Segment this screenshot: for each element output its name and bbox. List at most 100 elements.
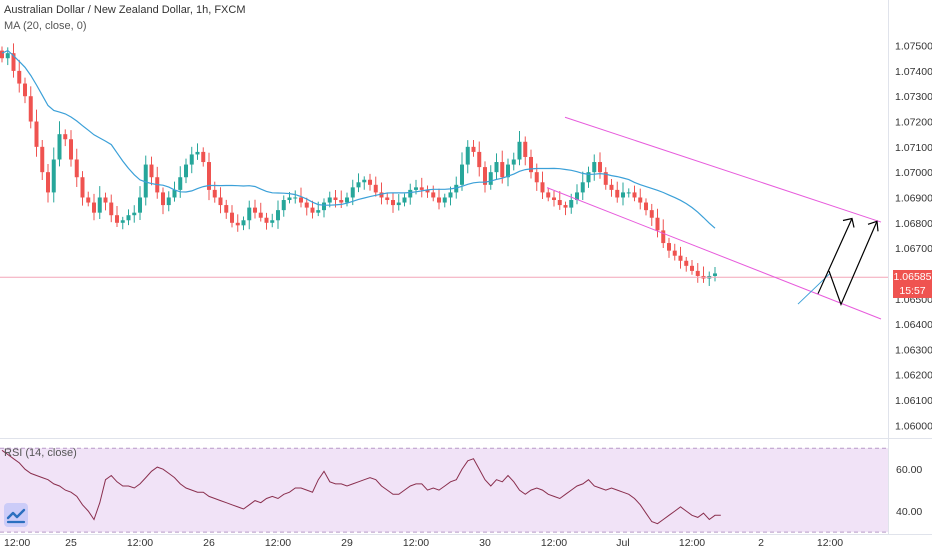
time-tick-label: 12:00 <box>403 537 429 549</box>
candle-body <box>488 172 493 185</box>
candle-body <box>621 192 625 198</box>
candle-body <box>74 159 79 178</box>
candle-body <box>465 146 470 165</box>
candle-body <box>379 192 384 198</box>
candle-body <box>644 202 648 211</box>
candle-body <box>287 197 292 201</box>
tradingview-logo-icon[interactable] <box>4 503 28 527</box>
candle-body <box>437 197 441 203</box>
candle-body <box>69 139 73 160</box>
candle-body <box>241 220 246 226</box>
candle-body <box>695 270 700 276</box>
candle-body <box>0 50 4 59</box>
candle-body <box>212 189 217 198</box>
candle-body <box>442 197 447 203</box>
candle-body <box>569 200 574 208</box>
candle-body <box>529 156 533 173</box>
candle-body <box>149 164 154 178</box>
candle-body <box>28 96 33 122</box>
candle-body <box>339 200 344 203</box>
price-tick-label: 1.06100 <box>895 395 932 407</box>
time-tick-label: Jul <box>616 537 629 549</box>
time-tick-label: 12:00 <box>265 537 291 549</box>
candle-body <box>201 151 206 163</box>
candle-body <box>5 53 10 59</box>
time-tick-label: 12:00 <box>679 537 705 549</box>
candle-body <box>684 260 689 266</box>
candle-body <box>17 70 22 84</box>
candle-body <box>517 141 522 160</box>
candle-body <box>322 202 326 211</box>
channel-lower-line <box>546 187 882 320</box>
rsi-band <box>0 448 888 533</box>
candle-body <box>534 172 539 183</box>
candle-body <box>333 197 338 201</box>
price-tick-label: 1.06700 <box>895 243 932 255</box>
candle-body <box>345 197 349 203</box>
projection-arrow-line <box>817 218 853 294</box>
price-tick-label: 1.06900 <box>895 192 932 204</box>
candle-body <box>690 265 694 271</box>
candle-body <box>235 222 240 226</box>
price-tick-label: 1.07000 <box>895 167 932 179</box>
candle-body <box>230 212 234 223</box>
candle-body <box>92 202 96 213</box>
rsi-legend[interactable]: RSI (14, close) <box>4 447 77 459</box>
candle-body <box>713 273 717 276</box>
arrow-head-icon <box>842 217 855 228</box>
candle-body <box>419 187 424 190</box>
candle-body <box>97 197 102 213</box>
candle-body <box>431 192 436 198</box>
candle-body <box>356 182 361 188</box>
candle-body <box>218 197 223 206</box>
price-tick-label: 1.07300 <box>895 91 932 103</box>
candle-body <box>575 192 579 201</box>
candle-body <box>494 162 499 173</box>
candle-body <box>586 172 591 183</box>
candle-body <box>23 83 27 97</box>
candle-body <box>414 187 418 190</box>
candle-body <box>615 189 620 198</box>
candle-body <box>264 217 269 223</box>
candle-body <box>316 210 321 213</box>
candle-body <box>552 197 556 201</box>
candle-body <box>86 197 91 203</box>
price-tick-label: 1.07500 <box>895 41 932 53</box>
candle-body <box>247 207 252 221</box>
price-tick-label: 1.07200 <box>895 117 932 129</box>
candle-body <box>402 197 407 203</box>
candle-body <box>57 134 62 160</box>
ma-line <box>1 49 716 229</box>
candle-body <box>396 202 401 206</box>
candle-body <box>368 179 372 185</box>
candle-body <box>327 197 332 203</box>
candle-body <box>103 197 108 203</box>
time-tick-label: 12:00 <box>4 537 30 549</box>
candle-body <box>276 210 280 221</box>
candle-body <box>258 212 263 218</box>
candle-body <box>557 200 562 206</box>
candle-body <box>178 177 183 190</box>
price-tick-label: 1.07100 <box>895 142 932 154</box>
price-tick-label: 1.06300 <box>895 344 932 356</box>
price-tick-label: 1.07400 <box>895 66 932 78</box>
price-tick-label: 1.06800 <box>895 218 932 230</box>
candle-body <box>293 197 298 199</box>
time-tick-label: 12:00 <box>541 537 567 549</box>
candle-body <box>184 164 188 178</box>
candle-body <box>598 162 602 173</box>
candle-body <box>34 121 39 147</box>
symbol-legend[interactable]: Australian Dollar / New Zealand Dollar, … <box>4 4 246 16</box>
candle-body <box>632 192 637 198</box>
candle-body <box>638 197 643 203</box>
candle-body <box>448 192 453 198</box>
price-tick-label: 1.06200 <box>895 370 932 382</box>
time-tick-label: 12:00 <box>817 537 843 549</box>
candle-body <box>454 184 459 193</box>
candle-body <box>678 255 683 261</box>
ma-legend[interactable]: MA (20, close, 0) <box>4 20 87 32</box>
time-tick-label: 30 <box>479 537 491 549</box>
